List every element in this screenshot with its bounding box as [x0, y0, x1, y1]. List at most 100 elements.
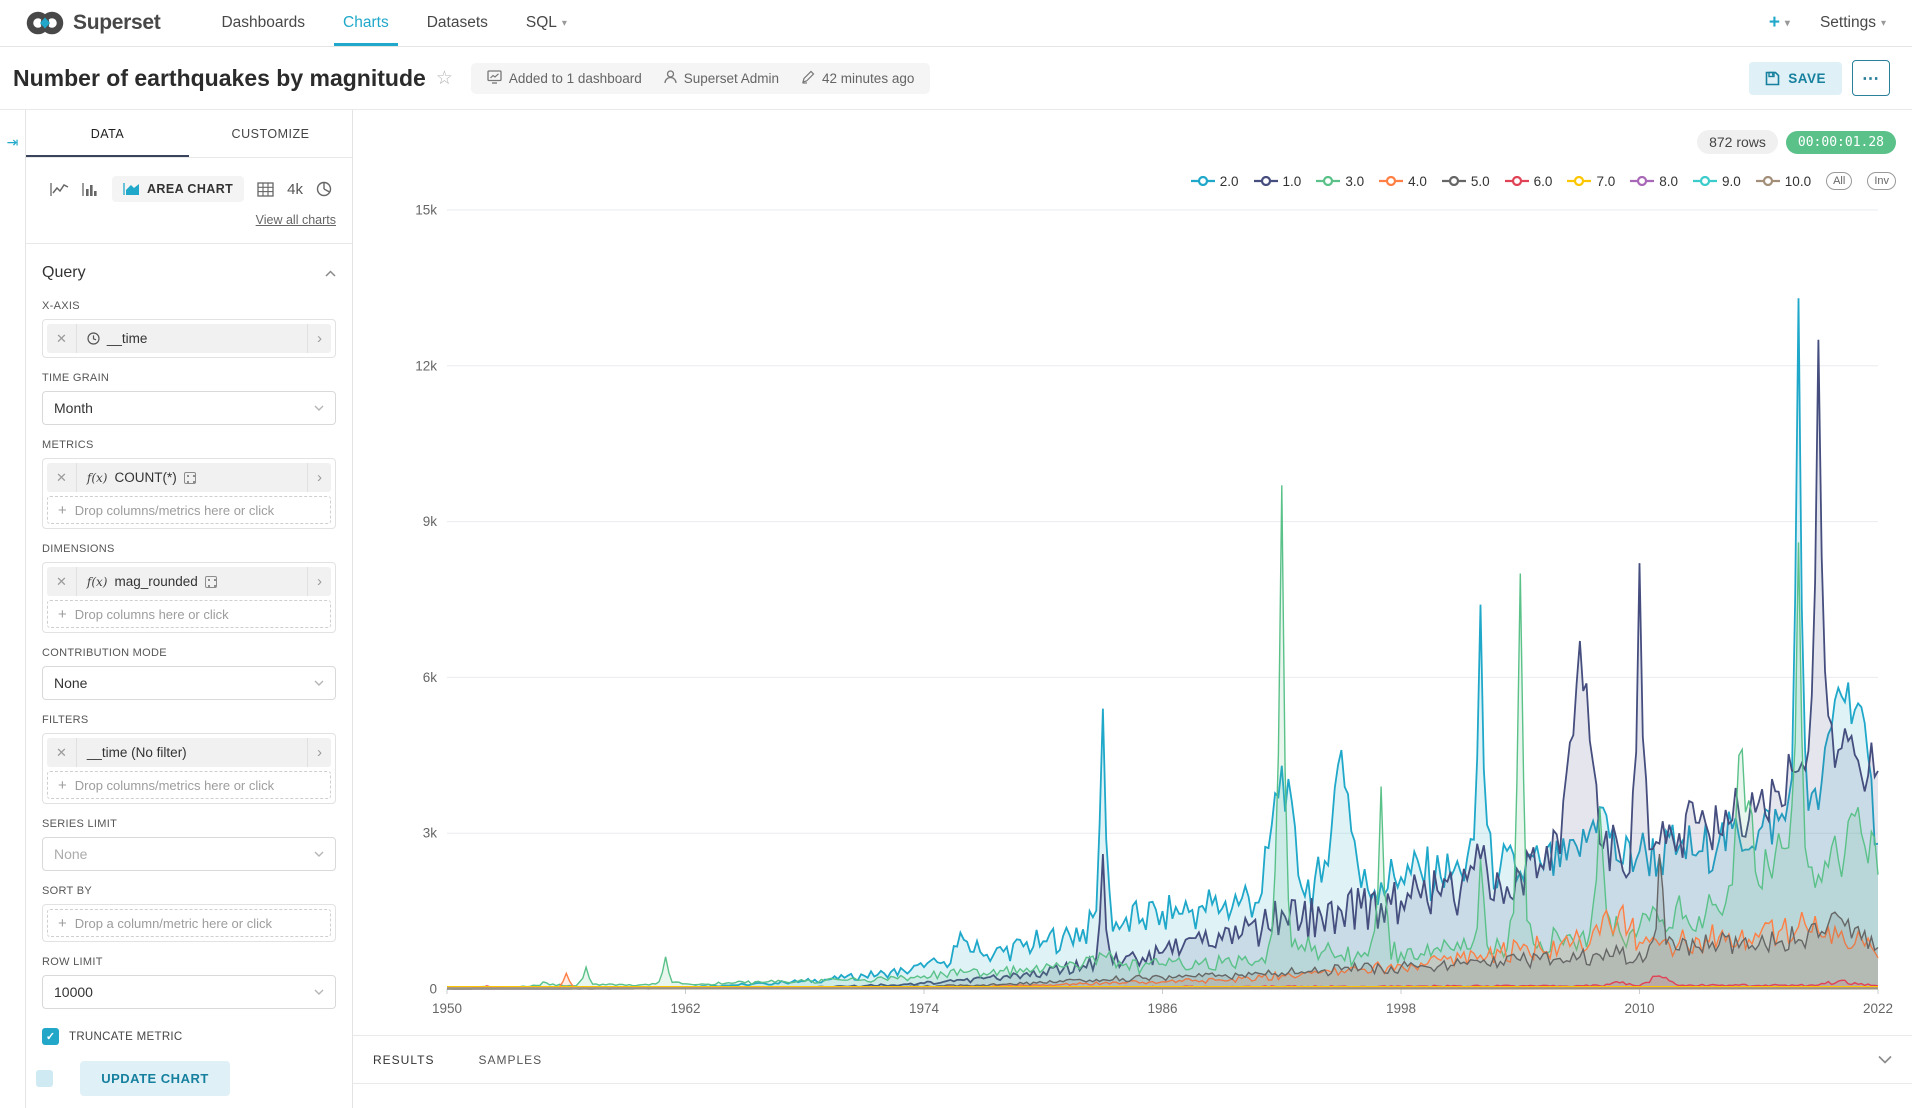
control-label: TIME GRAIN: [42, 372, 110, 384]
tab-customize[interactable]: CUSTOMIZE: [231, 127, 310, 141]
remove-icon[interactable]: ✕: [47, 324, 77, 353]
superset-logo[interactable]: Superset: [25, 0, 161, 46]
partial-checkbox[interactable]: [36, 1070, 53, 1087]
line-chart-icon[interactable]: [50, 182, 69, 197]
control-dimensions: DIMENSIONS ✕ f(x) mag_rounded › + Drop c…: [26, 529, 352, 633]
y-axis-tick-label: 0: [429, 982, 437, 997]
remove-icon[interactable]: ✕: [47, 567, 77, 596]
row-limit-select[interactable]: 10000: [42, 975, 336, 1009]
bar-chart-icon[interactable]: [82, 182, 99, 197]
function-icon: f(x): [86, 574, 108, 589]
area-chart-icon: [123, 183, 139, 195]
tab-data[interactable]: DATA: [26, 110, 189, 157]
x-axis-tick-label: 1986: [1147, 1001, 1177, 1016]
series-limit-select[interactable]: None: [42, 837, 336, 871]
nav-item-charts[interactable]: Charts: [324, 0, 408, 46]
adhoc-column-icon: [204, 575, 217, 588]
chevron-right-icon[interactable]: ›: [307, 324, 331, 353]
nav-item-sql[interactable]: SQL ▾: [525, 14, 567, 31]
table-icon[interactable]: [257, 181, 274, 197]
legend-item-1.0[interactable]: 1.0: [1253, 174, 1301, 189]
view-all-row: View all charts: [26, 202, 352, 243]
more-options-button[interactable]: ⋯: [1852, 60, 1890, 96]
viz-type-4k-badge[interactable]: 4k: [287, 180, 304, 198]
chevron-down-icon: ▾: [561, 17, 567, 29]
legend-item-3.0[interactable]: 3.0: [1316, 174, 1364, 189]
tab-results[interactable]: RESULTS: [373, 1052, 435, 1067]
legend-item-10.0[interactable]: 10.0: [1755, 174, 1811, 189]
chevron-up-icon: [325, 269, 336, 277]
metric-pill[interactable]: ✕ f(x) COUNT(*) ›: [47, 463, 331, 492]
results-bar: RESULTS SAMPLES: [353, 1035, 1912, 1084]
truncate-metric-label: TRUNCATE METRIC: [69, 1030, 183, 1043]
truncate-metric-checkbox[interactable]: ✓: [42, 1028, 59, 1045]
viz-type-label: AREA CHART: [147, 182, 234, 196]
legend-item-2.0[interactable]: 2.0: [1190, 174, 1239, 189]
chevron-right-icon[interactable]: ›: [307, 463, 331, 492]
control-series-limit: SERIES LIMIT None: [26, 804, 352, 871]
sort-by-dropzone[interactable]: + Drop a column/metric here or click: [47, 909, 331, 937]
legend-marker-icon: [1379, 176, 1404, 186]
contribution-mode-select[interactable]: None: [42, 666, 336, 700]
remove-icon[interactable]: ✕: [47, 738, 77, 767]
save-button[interactable]: SAVE: [1749, 61, 1842, 95]
viz-type-row: AREA CHART 4k: [26, 158, 352, 202]
new-item-button[interactable]: + ▾: [1768, 12, 1790, 33]
dimension-value: mag_rounded: [114, 574, 198, 589]
control-sort-by: SORT BY + Drop a column/metric here or c…: [26, 871, 352, 942]
area-chart[interactable]: 0 3k 6k 9k 12k 15k 1950 1962 1974 1986 1998 2010 202…: [353, 200, 1912, 1040]
expand-datasource-icon[interactable]: ⇥: [6, 134, 19, 150]
pie-chart-icon[interactable]: [316, 181, 332, 197]
meta-item[interactable]: Superset Admin: [664, 69, 779, 87]
chevron-down-icon: ▾: [1880, 17, 1886, 29]
settings-menu[interactable]: Settings ▾: [1819, 14, 1886, 31]
control-label: SORT BY: [42, 885, 92, 897]
meta-item[interactable]: Added to 1 dashboard: [487, 69, 642, 87]
query-timer-badge: 00:00:01.28: [1785, 130, 1896, 154]
query-section-header[interactable]: Query: [26, 244, 352, 286]
chevron-down-icon: [314, 989, 324, 995]
control-metrics: METRICS ✕ f(x) COUNT(*) › + Drop columns…: [26, 425, 352, 529]
collapse-results-chevron-icon[interactable]: [1878, 1055, 1892, 1064]
favorite-star-icon[interactable]: ☆: [435, 67, 453, 89]
chevron-right-icon[interactable]: ›: [307, 738, 331, 767]
nav-item-dashboards[interactable]: Dashboards: [221, 14, 306, 31]
legend-marker-icon: [1190, 176, 1215, 186]
update-chart-button[interactable]: UPDATE CHART: [80, 1061, 230, 1096]
legend-inv-button[interactable]: Inv: [1867, 172, 1896, 190]
legend-item-9.0[interactable]: 9.0: [1693, 174, 1741, 189]
control-label: ROW LIMIT: [42, 956, 103, 968]
control-label: METRICS: [42, 439, 94, 451]
dimensions-dropzone[interactable]: + Drop columns here or click: [47, 600, 331, 628]
legend-item-5.0[interactable]: 5.0: [1441, 174, 1490, 189]
metrics-dropzone[interactable]: + Drop columns/metrics here or click: [47, 496, 331, 524]
infinity-logo-icon: [26, 11, 64, 35]
dimension-pill[interactable]: ✕ f(x) mag_rounded ›: [47, 567, 331, 596]
control-panel-sidebar: DATA CUSTOMIZE: [26, 110, 353, 1108]
time-grain-select[interactable]: Month: [42, 391, 336, 425]
legend-item-4.0[interactable]: 4.0: [1379, 174, 1427, 189]
legend-item-6.0[interactable]: 6.0: [1504, 174, 1552, 189]
save-icon: [1765, 71, 1780, 85]
legend-item-8.0[interactable]: 8.0: [1630, 174, 1678, 189]
legend-all-button[interactable]: All: [1826, 172, 1853, 190]
tab-samples[interactable]: SAMPLES: [478, 1052, 543, 1067]
filter-value: __time (No filter): [86, 745, 187, 760]
remove-icon[interactable]: ✕: [47, 463, 77, 492]
filter-pill[interactable]: ✕ __time (No filter) ›: [47, 738, 331, 767]
filters-dropzone[interactable]: + Drop columns/metrics here or click: [47, 771, 331, 799]
chevron-right-icon[interactable]: ›: [307, 567, 331, 596]
viz-type-area-chart[interactable]: AREA CHART: [112, 176, 245, 202]
dashboard-icon: [487, 69, 502, 87]
meta-item[interactable]: 42 minutes ago: [801, 70, 914, 87]
y-axis-tick-label: 12k: [415, 358, 437, 373]
control-label: SERIES LIMIT: [42, 818, 118, 830]
page-title: Number of earthquakes by magnitude: [13, 64, 426, 91]
x-axis-tick-label: 1974: [909, 1001, 940, 1016]
x-axis-tick-label: 1950: [432, 1001, 462, 1016]
x-axis-pill[interactable]: ✕ __time ›: [47, 324, 331, 353]
nav-item-datasets[interactable]: Datasets: [426, 14, 488, 31]
legend-marker-icon: [1630, 176, 1655, 186]
legend-item-7.0[interactable]: 7.0: [1567, 174, 1615, 189]
view-all-charts-link[interactable]: View all charts: [255, 213, 336, 227]
